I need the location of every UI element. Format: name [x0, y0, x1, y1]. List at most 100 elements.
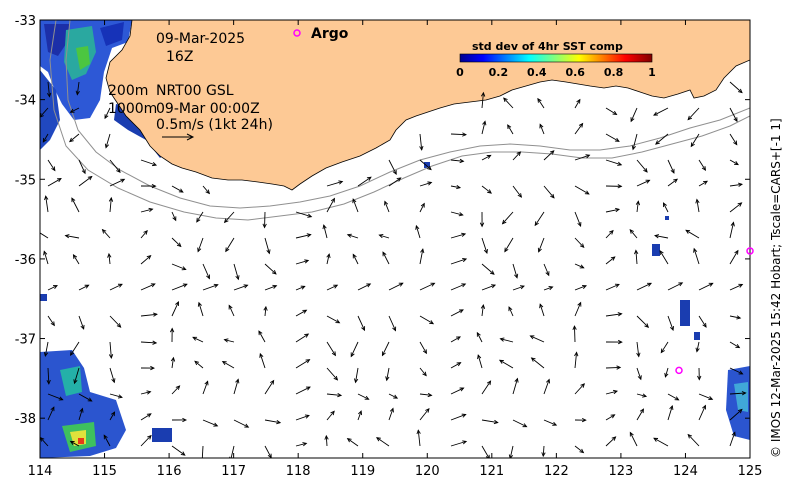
current-arrow: [537, 237, 545, 253]
current-arrow: [262, 211, 267, 229]
current-arrow: [541, 445, 546, 458]
current-arrow: [690, 133, 700, 148]
product-date-label: 09-Mar 00:00Z: [156, 101, 260, 117]
current-arrow: [481, 120, 487, 135]
x-tick-label: 116: [157, 464, 182, 479]
current-arrow: [228, 304, 235, 317]
current-arrow: [605, 283, 620, 291]
current-arrow: [419, 367, 427, 377]
current-arrow: [636, 315, 650, 328]
current-arrow: [295, 359, 311, 369]
current-arrow: [388, 315, 397, 332]
current-arrow: [69, 341, 80, 357]
current-arrow: [636, 179, 651, 187]
current-arrow: [659, 249, 669, 265]
current-arrow: [233, 284, 249, 291]
current-arrow: [419, 248, 425, 265]
current-arrow: [43, 250, 49, 265]
current-arrow: [419, 133, 424, 151]
current-arrow: [384, 200, 390, 213]
current-arrow: [69, 107, 80, 113]
current-arrow: [660, 341, 669, 354]
current-arrow: [605, 436, 617, 447]
current-arrow: [698, 180, 708, 187]
current-arrow: [104, 133, 111, 149]
current-arrow: [481, 185, 492, 194]
current-arrow: [574, 211, 582, 227]
current-arrow: [295, 259, 310, 265]
current-arrow: [729, 408, 743, 421]
current-arrow: [140, 159, 158, 167]
current-arrow: [171, 237, 182, 248]
y-tick-label: -36: [15, 253, 36, 268]
current-arrow: [322, 224, 328, 239]
current-arrow: [346, 438, 359, 447]
current-arrow: [574, 154, 591, 161]
y-tick-label: -38: [15, 412, 36, 427]
current-arrow: [543, 286, 554, 291]
current-arrow: [729, 341, 741, 349]
x-tick-label: 114: [28, 464, 53, 479]
colorbar-ticks: 0 0.2 0.4 0.6 0.8 1: [456, 66, 656, 79]
current-arrow: [324, 434, 329, 447]
argo-legend-marker: [293, 29, 301, 37]
current-arrow: [171, 211, 177, 222]
current-arrow: [512, 185, 523, 198]
current-arrow: [326, 410, 335, 421]
current-arrow: [47, 81, 52, 98]
current-arrow: [605, 207, 621, 213]
current-arrow: [78, 175, 93, 187]
depth-200-label: 200m: [108, 83, 148, 99]
current-arrow: [388, 177, 402, 187]
current-arrow: [698, 393, 714, 401]
current-arrow: [47, 285, 58, 291]
current-arrow: [574, 98, 581, 109]
current-arrow: [481, 237, 488, 255]
current-arrow: [574, 185, 590, 195]
current-arrow: [46, 367, 51, 385]
current-arrow: [543, 378, 551, 395]
current-arrow: [295, 442, 308, 447]
current-arrow: [223, 338, 235, 343]
current-arrow: [512, 377, 519, 395]
current-arrow: [574, 122, 584, 135]
current-arrow: [507, 124, 514, 135]
current-arrow: [78, 315, 85, 330]
current-arrow: [171, 185, 184, 193]
current-arrow: [353, 367, 359, 384]
current-arrow: [450, 184, 462, 190]
current-arrow: [109, 411, 116, 421]
current-arrow: [695, 341, 700, 353]
current-arrow: [73, 367, 80, 385]
current-arrow: [481, 284, 497, 291]
current-arrow: [480, 91, 486, 109]
current-arrow: [729, 182, 743, 187]
current-arrow: [171, 417, 188, 423]
current-arrow: [498, 359, 514, 369]
current-arrow: [326, 253, 331, 265]
x-axis: 114 115 116 117 118 119 120 121 122 123 124 125: [28, 20, 762, 479]
current-arrow: [47, 393, 64, 401]
current-arrow: [629, 229, 638, 239]
current-arrow: [574, 263, 585, 269]
current-arrow: [140, 283, 156, 291]
current-arrow: [171, 445, 186, 456]
current-arrow: [71, 197, 80, 213]
current-arrow: [729, 367, 744, 375]
current-arrow: [192, 336, 204, 343]
current-arrow: [574, 351, 579, 369]
current-arrow: [667, 404, 674, 421]
current-arrow: [481, 380, 492, 395]
current-arrow: [259, 352, 266, 369]
current-arrow: [729, 159, 739, 166]
current-arrow: [729, 315, 742, 320]
current-arrow: [78, 284, 90, 291]
y-tick-label: -35: [15, 173, 36, 188]
current-arrow: [382, 251, 390, 265]
current-arrow: [350, 341, 359, 358]
current-arrow: [687, 107, 700, 121]
current-arrow: [47, 178, 62, 187]
current-arrow: [357, 393, 370, 400]
current-arrow: [698, 159, 707, 171]
current-arrow: [636, 393, 648, 398]
